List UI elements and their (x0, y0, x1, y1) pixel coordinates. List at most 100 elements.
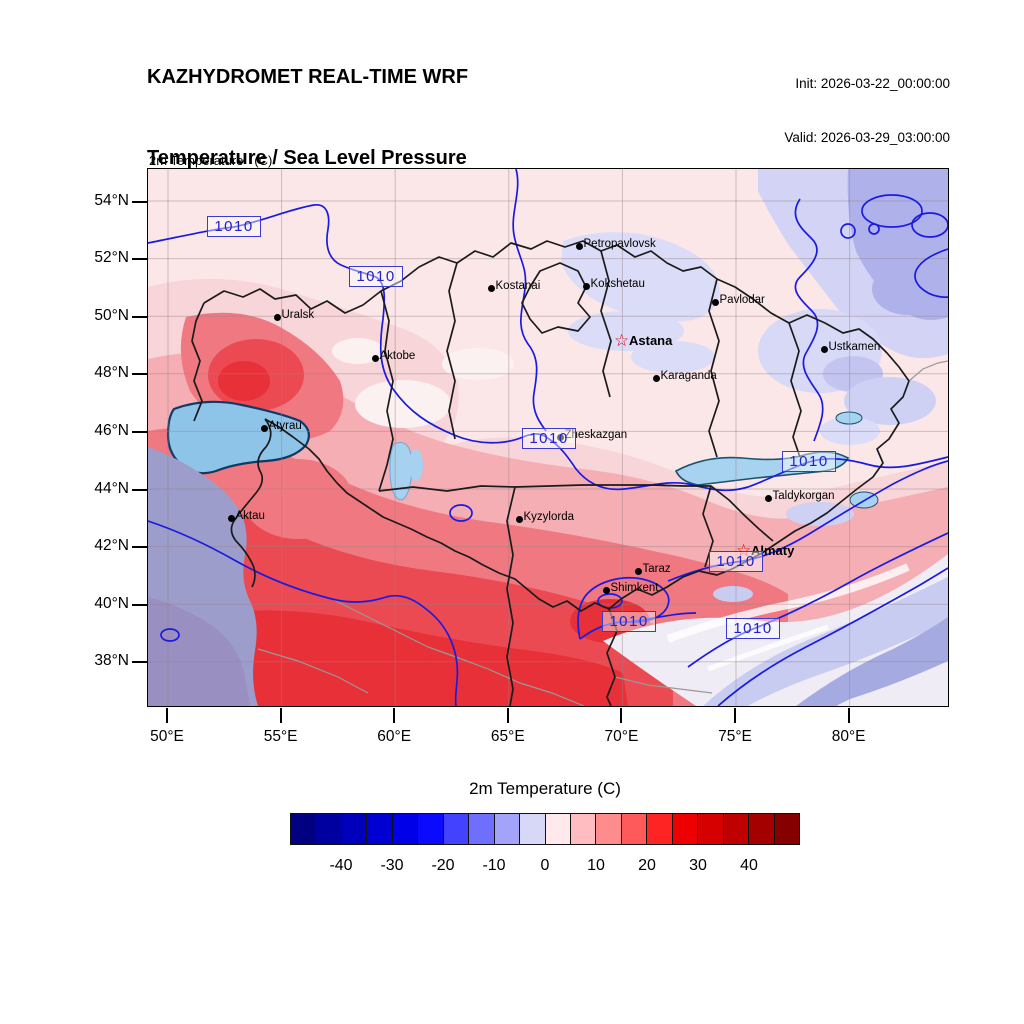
lat-tick-mark (132, 546, 147, 549)
city-marker-taldykorgan (764, 494, 772, 502)
lat-tick-mark (132, 200, 147, 203)
lon-tick-mark (847, 708, 850, 723)
colorbar-tick-label: 10 (587, 857, 605, 874)
colorbar-cell (367, 814, 393, 844)
city-label-kokshetau: Kokshetau (590, 278, 645, 290)
lon-tick-mark (393, 708, 396, 723)
city-label-aktau: Aktau (235, 510, 265, 522)
pressure-contour-label: 1010 (349, 266, 403, 287)
colorbar-tick-label: -30 (380, 857, 404, 874)
pressure-contour-label: 1010 (726, 618, 780, 639)
lat-tick-label: 46°N (94, 421, 129, 439)
lon-tick-mark (166, 708, 168, 723)
lat-tick-mark (132, 258, 147, 261)
city-label-atyrau: Atyrau (268, 420, 302, 432)
colorbar-cell (494, 814, 521, 844)
colorbar-cell (469, 814, 495, 844)
colorbar-cell (341, 814, 368, 844)
colorbar-cell (520, 814, 546, 844)
lat-tick-label: 44°N (94, 479, 129, 497)
lon-tick-label: 60°E (377, 727, 412, 745)
lon-tick-label: 65°E (490, 727, 525, 745)
colorbar-cell (545, 814, 571, 844)
colorbar-cell (596, 814, 622, 844)
city-label-kyzylorda: Kyzylorda (523, 511, 575, 523)
map-frame: Petropavlovsk Kostanai Kokshetau Pavlodar Ur… (147, 168, 949, 707)
region-borders (191, 240, 910, 706)
lon-tick-label: 50°E (150, 727, 184, 745)
colorbar-cell (570, 814, 597, 844)
colorbar-cell (672, 814, 699, 844)
colorbar-cell (316, 814, 342, 844)
city-marker-karaganda (652, 374, 660, 382)
city-label-shimkent: Shimkent (610, 582, 659, 594)
lon-tick-mark (279, 708, 282, 723)
lon-tick-mark (506, 708, 509, 723)
colorbar-tick-label: 20 (638, 857, 656, 874)
city-marker-taraz (634, 567, 642, 575)
lat-tick-mark (132, 315, 147, 318)
city-marker-ustkamen (820, 345, 828, 353)
city-label-almaty: Almaty (751, 543, 795, 558)
city-label-aktobe: Aktobe (379, 350, 416, 362)
city-label-karaganda: Karaganda (660, 370, 717, 382)
page-title: KAZHYDROMET REAL-TIME WRF Temperature / … (147, 10, 468, 226)
capital-star-icon: ☆ (614, 331, 630, 350)
lat-tick-label: 40°N (94, 594, 129, 612)
init-time: Init: 2026-03-22_00:00:00 (795, 76, 950, 91)
city-label-ustkamen: Ustkamen (828, 341, 881, 353)
colorbar-cell (621, 814, 648, 844)
field-label-temperature: 2m Temperature (C) (149, 153, 273, 168)
colorbar-tick-label: 0 (540, 857, 550, 874)
colorbar-cell (291, 814, 317, 844)
pressure-contour-label: 1010 (602, 611, 656, 632)
lat-tick-mark (132, 430, 147, 433)
city-marker-atyrau (260, 424, 268, 432)
colorbar-cell (749, 814, 775, 844)
map-overlay: Petropavlovsk Kostanai Kokshetau Pavlodar Ur… (148, 169, 948, 706)
title-line1: KAZHYDROMET REAL-TIME WRF (147, 66, 469, 88)
city-marker-zheskazgan (556, 433, 564, 441)
pressure-contour-label: 1010 (782, 451, 836, 472)
pressure-contours (148, 169, 948, 706)
city-label-petropavlovsk: Petropavlovsk (583, 238, 656, 250)
city-label-uralsk: Uralsk (281, 309, 315, 321)
title-line2: Temperature / Sea Level Pressure (147, 147, 467, 169)
capital-star-icon: ☆ (736, 541, 752, 560)
colorbar-cell (723, 814, 750, 844)
lat-tick-mark (132, 661, 147, 664)
lon-tick-label: 80°E (831, 727, 866, 745)
city-marker-aktobe (371, 354, 379, 362)
pressure-contour-label: 1010 (207, 216, 261, 237)
pressure-contour-label: 1010 (709, 551, 763, 572)
lon-tick-label: 70°E (604, 727, 639, 745)
lat-tick-mark (132, 373, 147, 376)
lon-tick-label: 55°E (263, 727, 298, 745)
graticule (148, 169, 948, 706)
lat-tick-label: 54°N (94, 191, 129, 209)
city-label-kostanai: Kostanai (495, 280, 541, 292)
city-marker-uralsk (273, 313, 281, 321)
run-times: Init: 2026-03-22_00:00:00 Valid: 2026-03… (784, 39, 950, 183)
colorbar-cell (774, 814, 800, 844)
lon-tick-mark (734, 708, 736, 723)
city-marker-kostanai (487, 284, 495, 292)
city-marker-pavlodar (711, 298, 719, 306)
colorbar-tick-label: -40 (329, 857, 353, 874)
lat-tick-label: 38°N (94, 652, 129, 670)
colorbar-cell (698, 814, 724, 844)
colorbar-title: 2m Temperature (C) (469, 779, 621, 798)
colorbar-tick-label: -20 (431, 857, 455, 874)
colorbar-cell (392, 814, 419, 844)
city-label-taraz: Taraz (642, 563, 671, 575)
map-svg (148, 169, 948, 706)
city-marker-petropavlovsk (575, 242, 583, 250)
lat-tick-label: 48°N (94, 364, 129, 382)
city-label-astana: Astana (629, 333, 673, 348)
city-label-pavlodar: Pavlodar (719, 294, 765, 306)
city-marker-kokshetau (582, 282, 590, 290)
lat-tick-mark (132, 603, 147, 606)
lon-tick-mark (620, 708, 623, 723)
colorbar-tick-label: 40 (740, 857, 758, 874)
lat-tick-label: 42°N (94, 537, 129, 555)
